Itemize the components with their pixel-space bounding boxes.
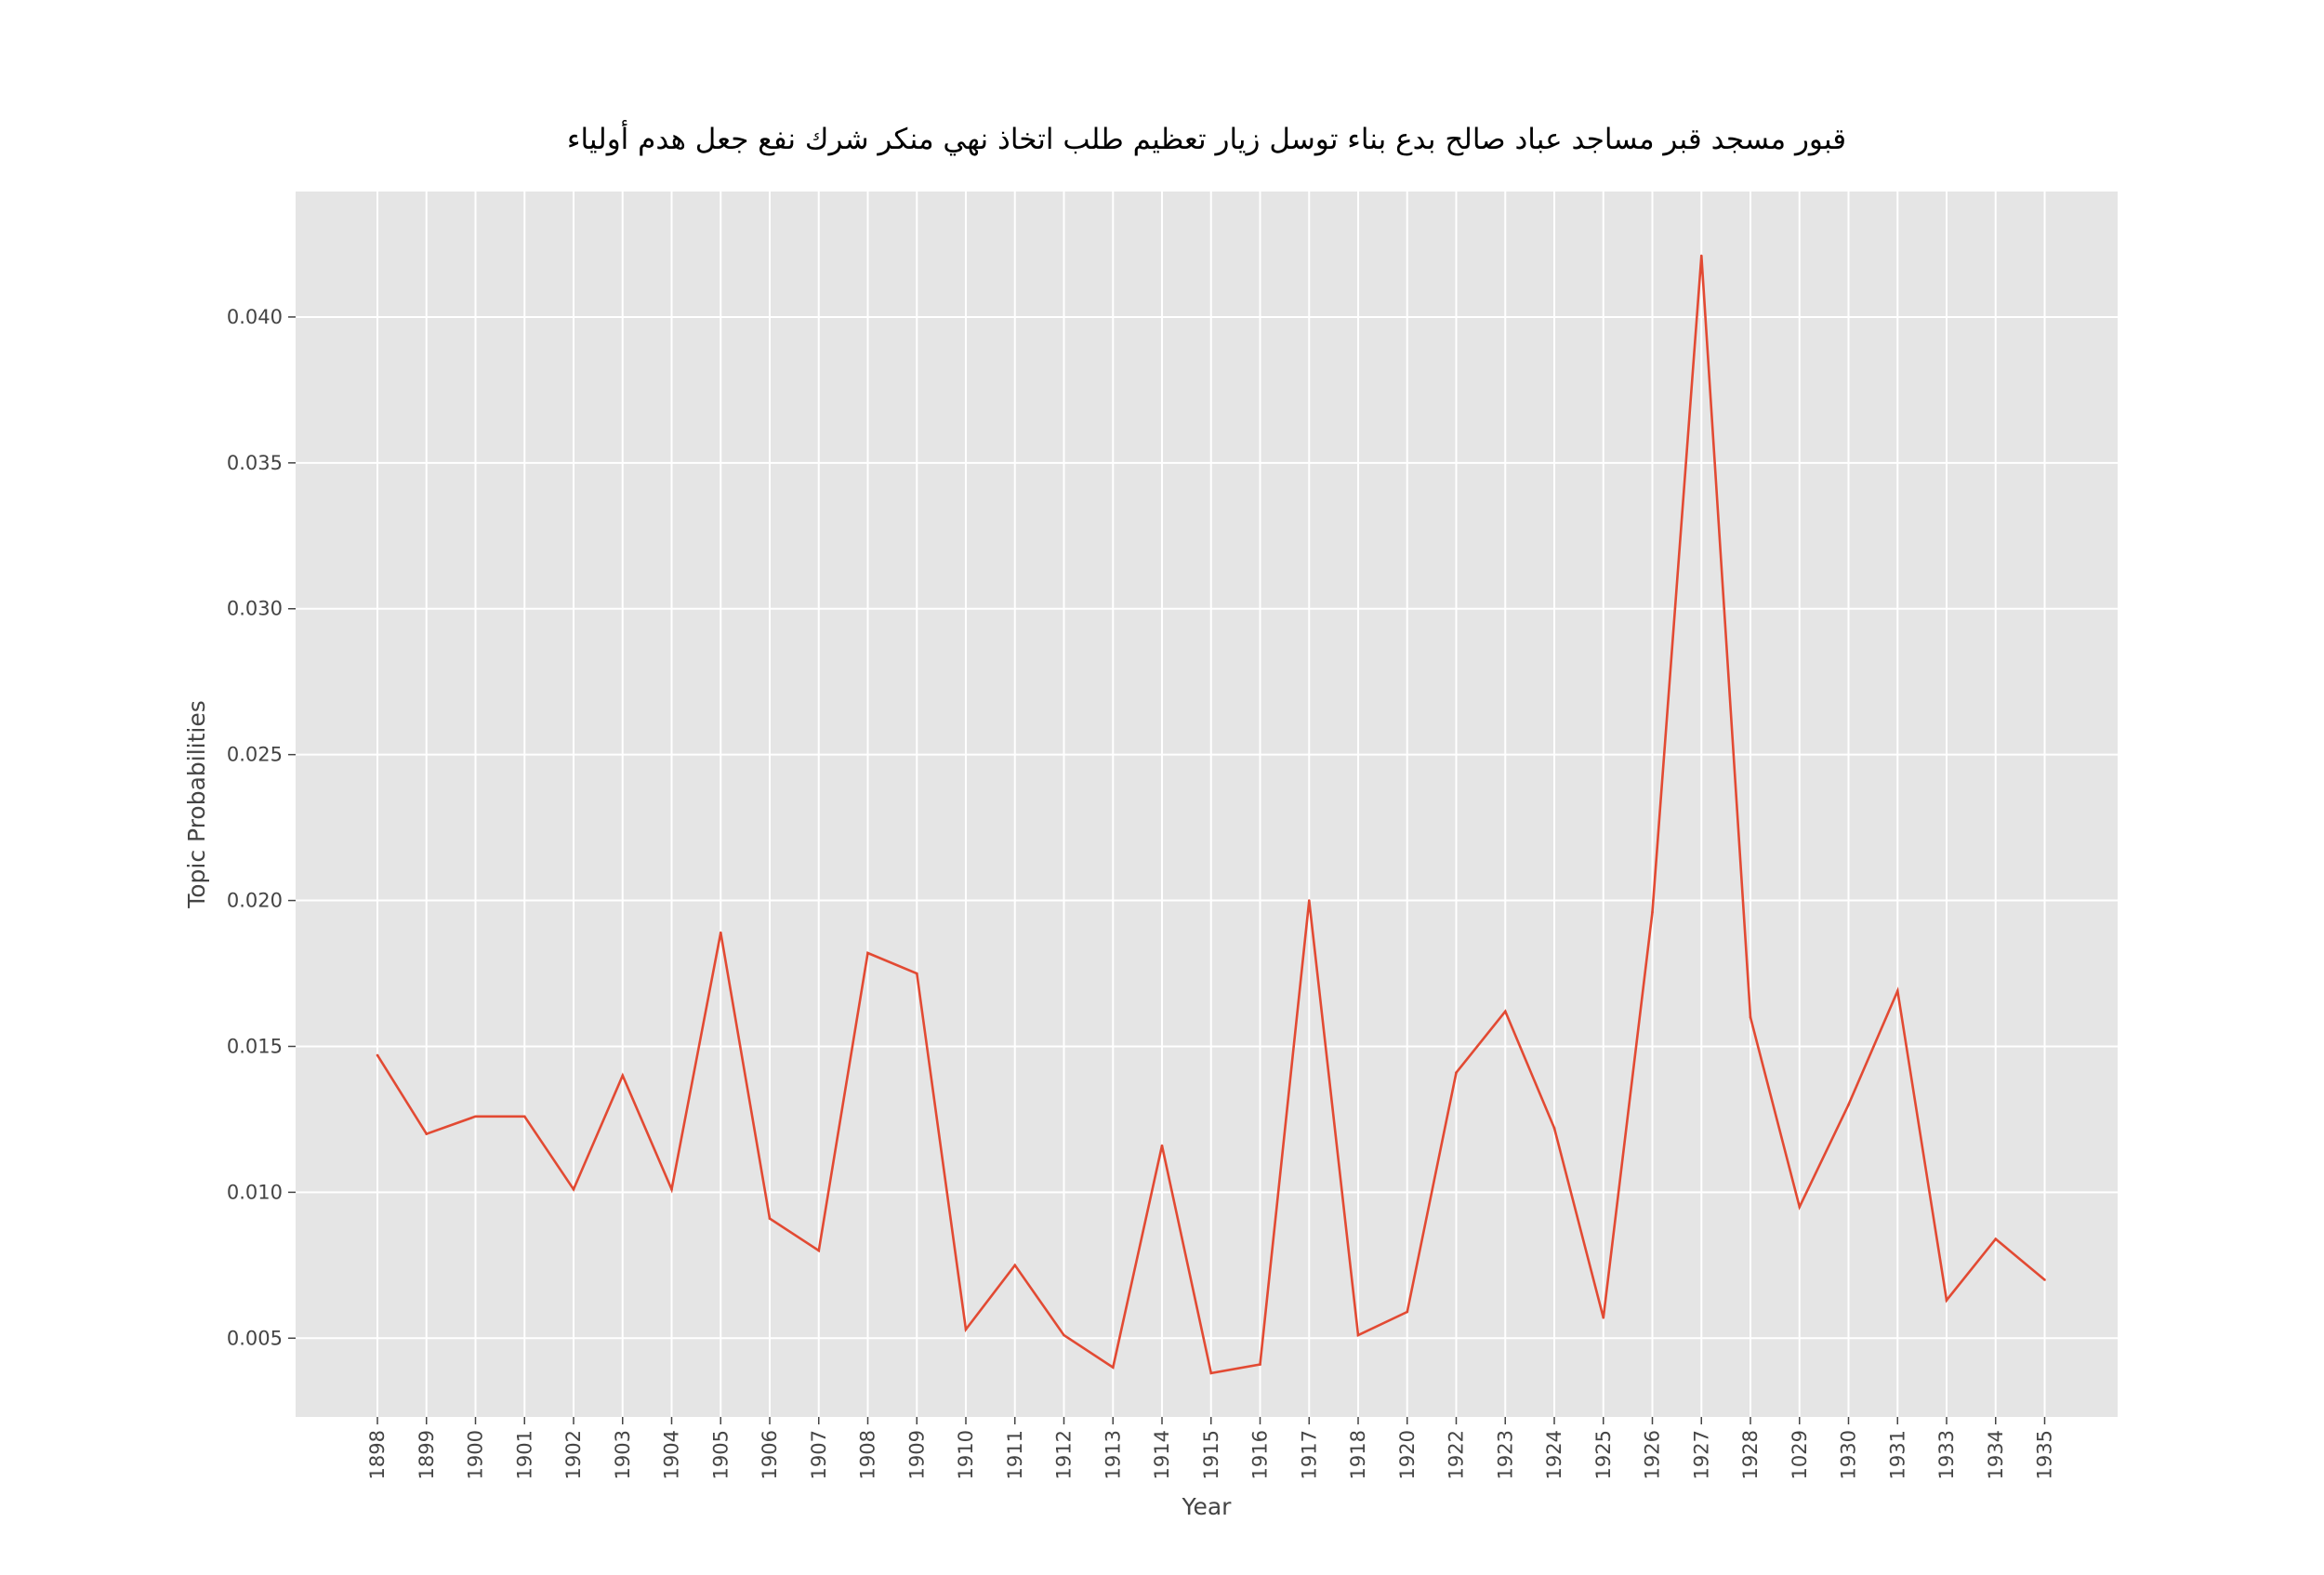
x-gridlines	[376, 192, 2046, 1417]
x-tick-label: 1914	[1151, 1430, 1173, 1479]
y-axis-label: Topic Probabilities	[183, 700, 210, 909]
x-tick-label: 1911	[1004, 1430, 1026, 1479]
data-point	[1111, 1366, 1115, 1369]
y-gridlines	[296, 315, 2118, 1340]
data-point	[572, 1187, 575, 1191]
x-tick-label: 1904	[661, 1430, 683, 1479]
x-tick-label: 1901	[513, 1430, 535, 1479]
x-tick-label: 1928	[1739, 1430, 1762, 1479]
data-point	[1160, 1144, 1164, 1147]
plot-area	[296, 192, 2118, 1417]
x-tick-label: 1899	[416, 1430, 438, 1479]
data-point	[915, 972, 918, 975]
data-point	[670, 1187, 673, 1191]
data-point	[719, 931, 722, 934]
data-point	[1307, 899, 1311, 902]
x-tick-label: 1920	[1396, 1430, 1419, 1479]
x-tick-label: 1923	[1494, 1430, 1516, 1479]
x-tick-label: 1912	[1053, 1430, 1076, 1479]
data-point	[1651, 910, 1654, 914]
x-tick-label: 1934	[1985, 1430, 2007, 1479]
x-tick-label: 1905	[709, 1430, 732, 1479]
x-tick-label: 1916	[1249, 1430, 1272, 1479]
x-tick-label: 1906	[759, 1430, 781, 1479]
x-tick-label: 1933	[1935, 1430, 1958, 1479]
y-tick-label: 0.030	[227, 598, 283, 620]
x-tick-label: 1907	[808, 1430, 830, 1479]
data-point	[1209, 1371, 1213, 1375]
data-point	[1847, 1103, 1850, 1106]
data-point	[1994, 1238, 1998, 1240]
data-point	[1699, 254, 1703, 258]
y-tick-label: 0.025	[227, 744, 283, 766]
data-point	[866, 951, 869, 955]
data-point	[817, 1249, 821, 1252]
x-tick-label: 1913	[1102, 1430, 1124, 1479]
x-tick-label: 1902	[562, 1430, 585, 1479]
data-point	[1063, 1333, 1065, 1337]
x-tick-label: 1908	[857, 1430, 879, 1479]
data-point	[1406, 1310, 1409, 1314]
x-tick-label: 1029	[1789, 1430, 1811, 1479]
x-axis-ticks: 1898 1899 1900 1901 1902 1903 1904 1905 1906 1907…	[366, 1417, 2056, 1479]
data-point	[1455, 1071, 1458, 1075]
x-tick-label: 1900	[465, 1430, 487, 1479]
data-point	[1945, 1299, 1948, 1302]
data-point	[1798, 1205, 1802, 1209]
x-tick-label: 1918	[1347, 1430, 1369, 1479]
data-point	[1552, 1127, 1556, 1130]
data-point	[1749, 1015, 1752, 1019]
chart-title: قبور مسجد قبر مساجد عباد صالح بدع بناء ت…	[567, 120, 1846, 156]
y-tick-label: 0.005	[227, 1327, 283, 1349]
data-point	[2043, 1278, 2046, 1281]
x-tick-label: 1915	[1200, 1430, 1222, 1479]
x-tick-label: 1903	[612, 1430, 634, 1479]
y-tick-label: 0.010	[227, 1181, 283, 1203]
data-point	[621, 1074, 625, 1078]
series-group	[376, 254, 2046, 1375]
x-tick-label: 1917	[1298, 1430, 1320, 1479]
x-tick-label: 1930	[1838, 1430, 1860, 1479]
x-tick-label: 1924	[1543, 1430, 1565, 1479]
x-tick-label: 1925	[1592, 1430, 1615, 1479]
x-tick-label: 1922	[1446, 1430, 1468, 1479]
x-tick-label: 1926	[1642, 1430, 1664, 1479]
x-tick-label: 1898	[366, 1430, 389, 1479]
x-tick-label: 1909	[905, 1430, 928, 1479]
data-point	[1503, 1010, 1507, 1013]
data-point	[1259, 1363, 1261, 1366]
data-point	[474, 1115, 477, 1118]
y-tick-label: 0.035	[227, 452, 283, 474]
y-tick-label: 0.015	[227, 1035, 283, 1057]
data-point	[1602, 1317, 1605, 1319]
x-tick-label: 1910	[955, 1430, 977, 1479]
x-tick-label: 1931	[1886, 1430, 1908, 1479]
data-point	[1356, 1333, 1360, 1337]
y-tick-label: 0.020	[227, 890, 283, 912]
y-tick-label: 0.040	[227, 306, 283, 328]
data-point	[1013, 1264, 1017, 1267]
x-tick-label: 1935	[2034, 1430, 2056, 1479]
y-axis-ticks: 0.005 0.010 0.015 0.020 0.025 0.030 0.035 0.040	[227, 306, 296, 1349]
data-point	[522, 1115, 526, 1118]
data-point	[964, 1328, 968, 1331]
data-point	[376, 1053, 379, 1057]
data-point	[425, 1132, 429, 1135]
x-axis-label: Year	[1182, 1493, 1233, 1520]
x-tick-label: 1927	[1690, 1430, 1712, 1479]
data-point	[1895, 989, 1899, 993]
data-point	[768, 1217, 772, 1220]
